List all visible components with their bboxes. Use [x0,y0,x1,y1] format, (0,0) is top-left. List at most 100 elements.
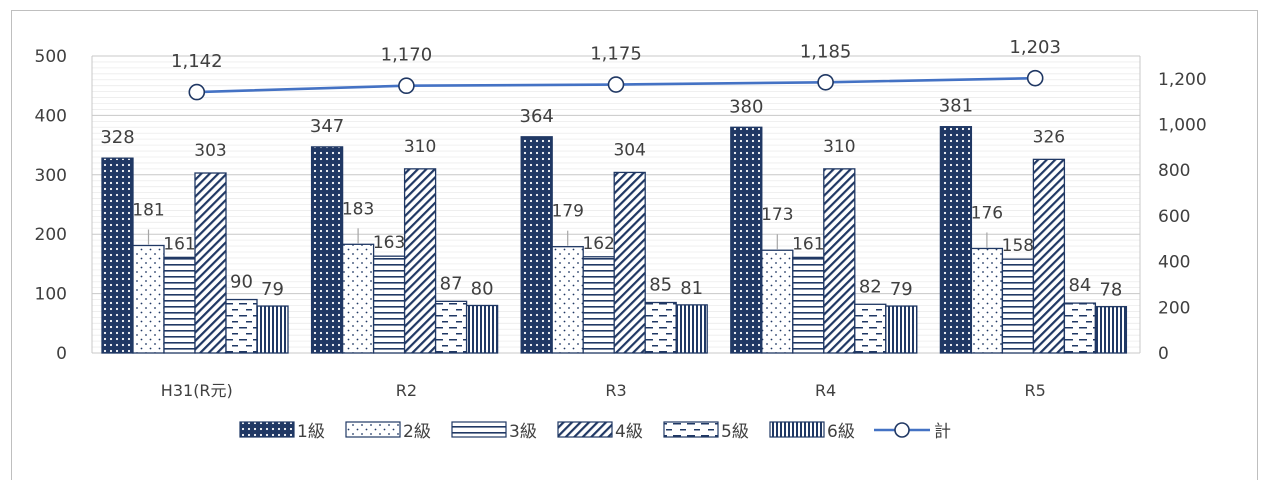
legend-label: 6級 [827,422,855,442]
data-label: 179 [551,202,583,222]
data-label: 79 [890,279,913,300]
category-label: R3 [605,381,626,400]
line-marker [607,76,625,93]
bar-4級 [823,168,856,354]
data-label: 347 [310,116,344,137]
data-label: 381 [939,96,973,117]
line-data-label: 1,142 [171,51,223,72]
data-label: 90 [230,272,253,293]
data-label: 173 [761,205,793,225]
legend-label: 4級 [615,422,643,442]
data-label: 158 [1002,236,1034,256]
right-tick-label: 400 [1158,253,1190,273]
data-label: 176 [971,203,1003,223]
bar-3級 [163,256,196,354]
line-data-label: 1,170 [381,45,433,66]
data-label: 380 [729,96,763,117]
data-label: 85 [649,275,672,296]
bar-3級 [372,255,406,354]
bar-1級 [939,126,973,354]
category-label: R4 [815,381,836,400]
line-data-label: 1,175 [590,44,642,65]
data-label: 78 [1099,280,1122,301]
right-tick-label: 1,000 [1158,116,1207,136]
left-tick-label: 0 [56,344,67,364]
bar-4級 [194,172,227,354]
legend-marker [894,422,910,438]
data-label: 310 [823,137,855,157]
bar-1級 [730,126,763,354]
bar-5級 [225,298,258,354]
line-marker [817,73,834,91]
bar-4級 [613,171,646,354]
legend-swatch [345,421,401,438]
left-tick-label: 200 [35,225,67,245]
bar-1級 [520,136,553,354]
bar-4級 [1032,158,1066,354]
data-label: 310 [404,137,436,157]
bar-1級 [310,146,344,354]
line-data-label: 1,185 [800,41,852,62]
data-label: 161 [163,234,195,254]
data-label: 162 [582,234,614,254]
legend-swatch [663,421,719,438]
legend-label: 1級 [297,422,325,442]
line-data-label: 1,203 [1009,37,1061,58]
category-label: R2 [396,381,417,400]
legend-swatch [769,421,825,438]
data-label: 82 [859,276,882,297]
data-label: 84 [1068,275,1091,296]
line-marker [188,83,206,101]
bar-3級 [582,256,615,354]
legend-label: 2級 [403,422,431,442]
line-marker [398,77,415,94]
data-label: 303 [194,141,226,161]
data-label: 364 [520,106,554,127]
legend: 1級 2級 3級 4級 5級 6級 計 [239,421,951,442]
bar-1級 [101,157,134,354]
bar-2級 [341,243,375,354]
bar-6級 [1094,306,1128,354]
data-label: 161 [792,234,824,254]
bar-4級 [403,168,437,354]
data-label: 79 [261,279,284,300]
bar-5級 [434,300,468,354]
legend-label: 5級 [721,422,749,442]
bar-2級 [551,246,584,354]
total-line: 1,142 1,170 1,175 1,185 1,203 [171,37,1061,101]
left-tick-label: 400 [35,106,67,126]
bar-6級 [465,304,499,354]
data-label: 80 [471,278,494,299]
data-label: 181 [132,200,164,220]
legend-swatch [451,421,507,438]
left-tick-label: 300 [35,166,67,186]
legend-label: 計 [934,422,951,442]
bar-2級 [132,244,165,354]
bar-6級 [256,305,289,354]
data-label: 304 [613,140,645,160]
bars [101,126,1128,354]
bar-5級 [854,303,887,354]
axes: 0 100 200 300 400 500 0 200 400 600 800 1,000 1,200 H… [35,47,1207,400]
bar-3級 [1001,258,1035,354]
data-label: 328 [100,127,134,148]
bar-2級 [761,249,794,354]
data-label: 163 [373,233,405,253]
bar-5級 [644,301,677,354]
data-label: 81 [680,278,703,299]
data-label: 87 [440,273,463,294]
right-tick-label: 1,200 [1158,70,1207,90]
line-marker [1026,69,1044,87]
legend-label: 3級 [509,422,537,442]
right-tick-label: 800 [1158,161,1190,181]
bar-6級 [675,304,708,354]
bar-2級 [970,247,1004,354]
bar-labels: 328 181 161 303 90 79 347 183 163 310 87 80 364 179 16… [100,96,1122,301]
bar-5級 [1063,302,1097,354]
left-tick-label: 100 [35,285,67,305]
category-label: R5 [1025,381,1046,400]
bar-6級 [885,305,918,354]
bar-3級 [792,256,825,354]
right-tick-label: 600 [1158,207,1190,227]
